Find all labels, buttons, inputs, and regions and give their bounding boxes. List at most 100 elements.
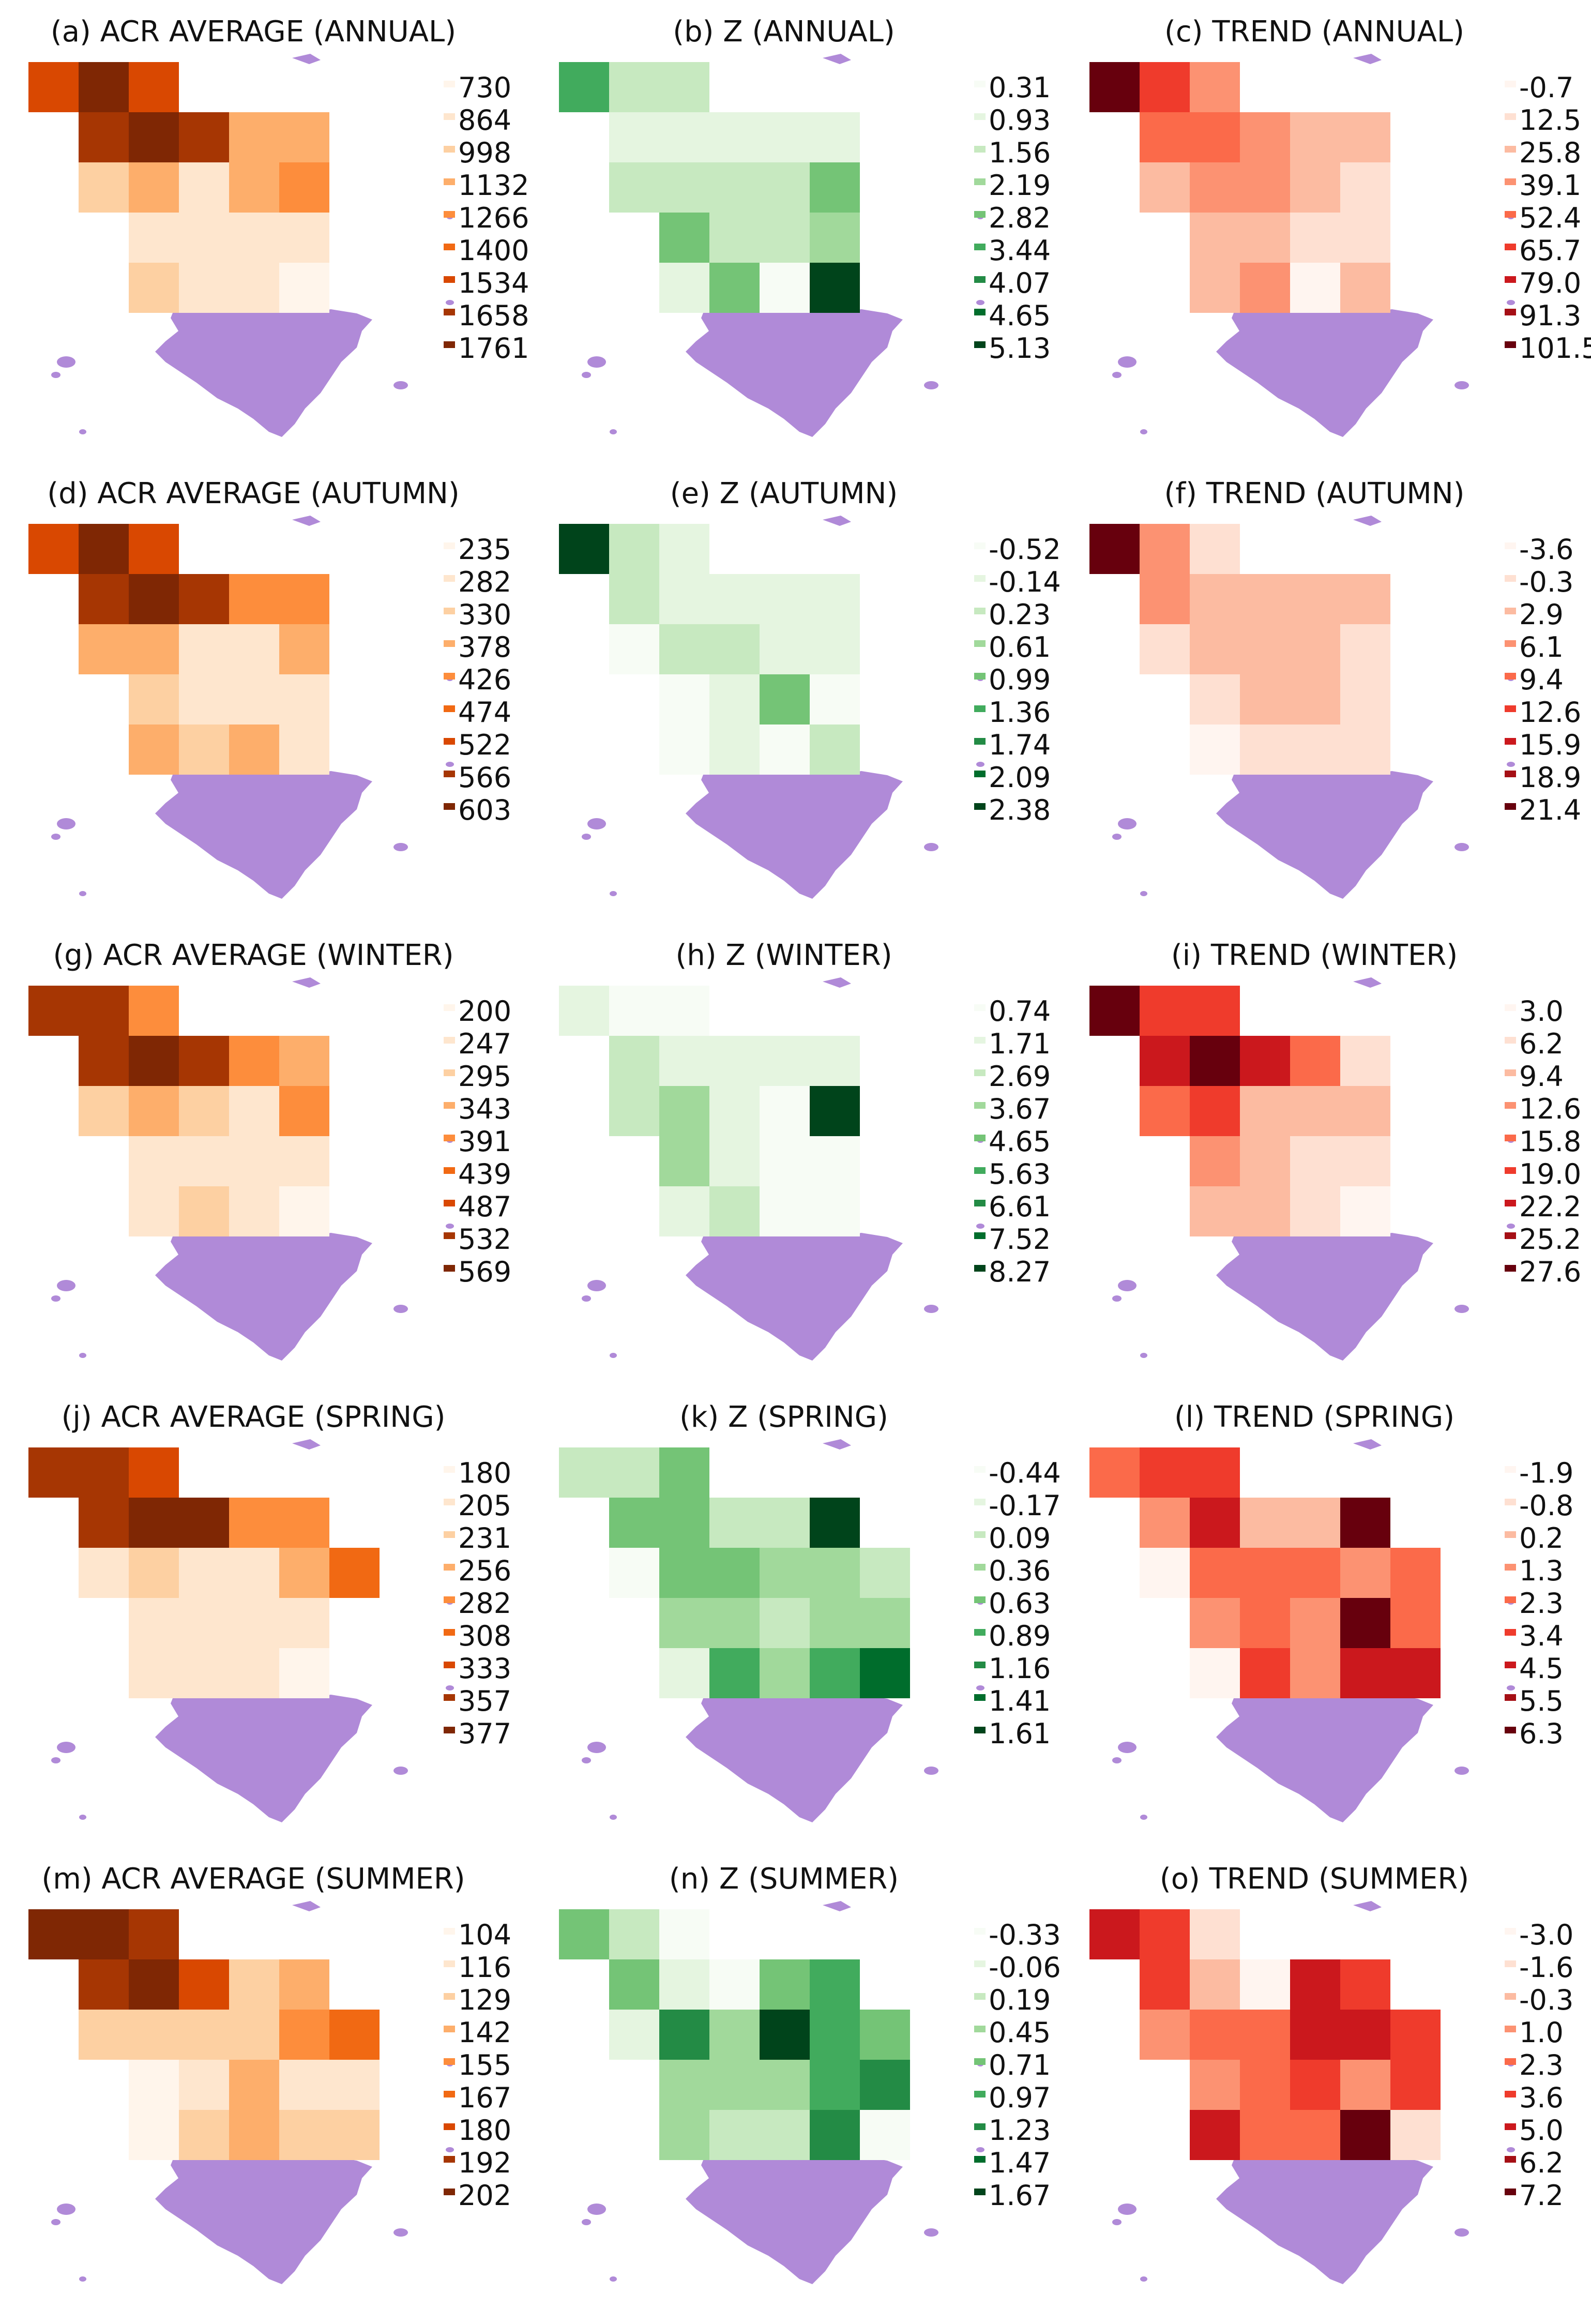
legend-swatch — [444, 1596, 455, 1603]
island — [1112, 834, 1122, 840]
grid-cell — [1240, 1959, 1290, 2010]
island — [924, 381, 938, 389]
legend-swatch — [1505, 211, 1516, 218]
island — [51, 372, 60, 378]
legend-swatch — [444, 1200, 455, 1206]
grid-cell — [1140, 2010, 1190, 2060]
grid-cell — [1390, 2060, 1441, 2110]
panel-9: (i) TREND (WINTER)3.06.29.412.615.819.02… — [1089, 939, 1581, 1361]
grid-cell — [179, 112, 229, 162]
legend-swatch — [1505, 1499, 1516, 1505]
landmass — [155, 2151, 372, 2284]
legend-label: 22.2 — [1519, 1190, 1581, 1223]
legend-label: 3.6 — [1519, 2081, 1564, 2114]
island — [393, 1305, 408, 1313]
grid-cell — [179, 574, 229, 624]
legend-label: -0.06 — [989, 1951, 1061, 1984]
legend-label: 566 — [458, 761, 511, 794]
grid-cell — [1190, 1186, 1240, 1236]
island — [610, 1815, 617, 1820]
island — [924, 1767, 938, 1775]
legend-label: 426 — [458, 663, 511, 696]
island — [446, 1224, 454, 1229]
legend-label: 1761 — [458, 332, 529, 365]
legend-label: 308 — [458, 1620, 511, 1652]
legend-swatch — [444, 1004, 455, 1011]
landmass — [155, 304, 372, 437]
grid-cell — [1140, 1447, 1190, 1498]
legend-label: 6.1 — [1519, 631, 1564, 663]
grid-cell — [609, 1959, 659, 2010]
legend-label: 377 — [458, 1717, 511, 1750]
legend-label: 155 — [458, 2049, 511, 2081]
legend-swatch — [974, 705, 986, 712]
grid-cell — [709, 1036, 760, 1086]
legend-swatch — [1505, 1662, 1516, 1668]
island — [292, 1901, 321, 1911]
legend-swatch — [974, 2123, 986, 2130]
grid-cell — [1140, 1909, 1190, 1959]
grid-cell — [1390, 1648, 1441, 1698]
legend-label: -0.8 — [1519, 1489, 1573, 1522]
grid-cell — [760, 574, 810, 624]
grid-cell — [1290, 263, 1340, 313]
legend-label: 0.99 — [989, 663, 1051, 696]
legend-swatch — [974, 309, 986, 315]
island — [57, 2204, 75, 2215]
legend-swatch — [444, 1102, 455, 1109]
grid-cell — [1240, 1598, 1290, 1648]
grid-cell — [79, 1548, 129, 1598]
legend-label: 1132 — [458, 169, 529, 202]
grid-cell — [559, 1447, 609, 1498]
grid-cell — [1190, 674, 1240, 725]
panel-13: (m) ACR AVERAGE (SUMMER)1041161291421551… — [28, 1862, 511, 2284]
grid-cell — [1190, 1909, 1240, 1959]
grid-cell — [129, 1648, 179, 1698]
landmass — [686, 304, 903, 437]
grid-cell — [229, 674, 279, 725]
legend-label: 1.67 — [989, 2179, 1051, 2212]
landmass — [1216, 2151, 1433, 2284]
island — [823, 54, 851, 64]
island — [1112, 1757, 1122, 1763]
grid-cell — [1190, 263, 1240, 313]
legend-swatch — [1505, 2091, 1516, 2097]
grid-cell — [609, 624, 659, 674]
island — [79, 1353, 86, 1358]
legend-swatch — [974, 1564, 986, 1571]
island — [587, 356, 606, 368]
legend-swatch — [974, 1662, 986, 1668]
legend-label: 116 — [458, 1951, 511, 1984]
legend-label: 0.23 — [989, 598, 1051, 631]
grid-cell — [279, 112, 329, 162]
grid-cell — [1340, 624, 1390, 674]
grid-cell — [1190, 1648, 1240, 1698]
island — [1507, 762, 1515, 767]
grid-cell — [1190, 112, 1240, 162]
grid-cell — [129, 725, 179, 775]
legend-swatch — [1505, 2189, 1516, 2195]
grid-cell — [329, 2110, 380, 2160]
grid-cell — [609, 1498, 659, 1548]
legend-label: 6.2 — [1519, 1028, 1564, 1060]
island — [292, 1439, 321, 1450]
island — [1507, 2147, 1515, 2152]
island — [582, 2219, 591, 2225]
legend-swatch — [1505, 309, 1516, 315]
legend-swatch — [444, 1232, 455, 1239]
grid-cell — [659, 1447, 709, 1498]
island — [976, 1224, 984, 1229]
grid-cell — [659, 524, 709, 574]
legend-label: 487 — [458, 1190, 511, 1223]
legend-label: 4.65 — [989, 299, 1051, 332]
grid-cell — [28, 62, 79, 112]
legend-label: 1400 — [458, 234, 529, 267]
grid-cell — [279, 1959, 329, 2010]
legend-label: 7.52 — [989, 1223, 1051, 1256]
island — [924, 1305, 938, 1313]
grid-cell — [810, 112, 860, 162]
grid-cell — [1240, 213, 1290, 263]
grid-cell — [229, 263, 279, 313]
legend-swatch — [974, 1531, 986, 1538]
landmass — [1216, 1689, 1433, 1822]
